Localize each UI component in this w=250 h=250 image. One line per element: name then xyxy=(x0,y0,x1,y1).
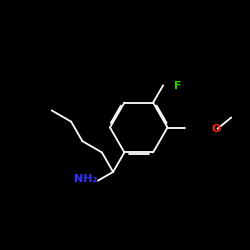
Text: F: F xyxy=(174,81,181,91)
Text: O: O xyxy=(211,124,221,134)
Text: NH₂: NH₂ xyxy=(74,174,97,184)
